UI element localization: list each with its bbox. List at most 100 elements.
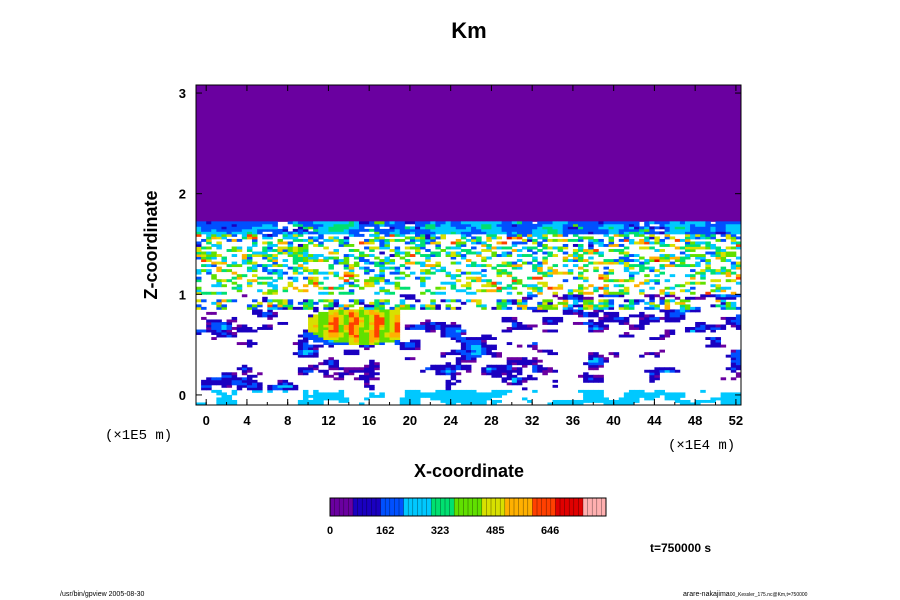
field-cell [262, 226, 268, 230]
field-cell [649, 296, 655, 300]
field-cell [552, 264, 559, 268]
field-cell [537, 364, 543, 368]
field-cell [409, 342, 416, 346]
field-cell [292, 266, 299, 270]
field-cell [297, 266, 304, 270]
field-cell [246, 329, 253, 333]
field-cell [343, 309, 350, 313]
field-cell [598, 294, 604, 298]
field-cell [725, 274, 732, 278]
field-cell [399, 294, 406, 298]
field-cell [588, 306, 594, 310]
field-cell [282, 299, 289, 303]
field-cell [267, 228, 273, 232]
field-cell [450, 276, 457, 280]
field-cell [720, 306, 727, 310]
field-cell [455, 279, 462, 283]
field-cell [547, 271, 553, 275]
field-cell [302, 402, 309, 405]
field-cell [201, 329, 207, 333]
field-cell [415, 392, 421, 396]
field-cell [471, 339, 477, 343]
field-cell [705, 291, 711, 295]
field-cell [308, 321, 314, 325]
field-cell [282, 231, 289, 235]
field-cell [455, 357, 462, 361]
field-cell [608, 231, 615, 235]
field-cell [384, 334, 390, 338]
field-cell [690, 269, 696, 273]
field-cell [684, 399, 691, 403]
field-cell [542, 304, 548, 308]
field-cell [695, 231, 701, 235]
field-cell [527, 228, 533, 232]
field-cell [481, 223, 487, 227]
field-cell [338, 261, 345, 265]
field-cell [598, 241, 604, 245]
field-cell [287, 241, 294, 245]
field-cell [659, 392, 665, 396]
field-cell [323, 334, 329, 338]
field-cell [302, 367, 309, 371]
field-cell [369, 284, 375, 288]
colorbar-segment [343, 498, 349, 516]
field-cell [409, 261, 416, 265]
field-cell [578, 299, 584, 303]
field-cell [527, 238, 533, 242]
field-cell [532, 276, 538, 280]
field-cell [618, 228, 625, 232]
field-cell [730, 354, 737, 358]
field-cell [318, 339, 324, 343]
field-cell [246, 221, 253, 225]
field-cell [583, 276, 589, 280]
field-cell [241, 259, 248, 263]
field-cell [313, 281, 319, 285]
field-cell [440, 324, 446, 328]
field-cell [302, 347, 309, 351]
field-cell [313, 344, 319, 348]
colorbar-tick-label: 323 [431, 525, 449, 537]
field-cell [231, 223, 238, 227]
field-cell [460, 349, 467, 353]
field-cell [369, 228, 375, 232]
field-cell [252, 279, 258, 283]
field-cell [415, 402, 421, 405]
field-cell [715, 289, 722, 293]
colorbar-segment [348, 498, 354, 516]
field-cell [231, 372, 238, 376]
field-cell [669, 316, 676, 320]
field-cell [369, 281, 375, 285]
field-cell [353, 352, 360, 356]
colorbar-segment [422, 498, 427, 516]
field-cell [720, 269, 727, 273]
field-cell [598, 243, 604, 247]
field-cell [725, 397, 732, 401]
field-cell [364, 397, 370, 401]
field-cell [450, 274, 457, 278]
field-cell [369, 369, 375, 373]
field-cell [277, 228, 283, 232]
field-cell [246, 279, 253, 283]
field-cell [404, 259, 411, 263]
field-cell [684, 254, 691, 257]
field-cell [206, 246, 212, 250]
field-cell [664, 304, 671, 308]
field-cell [649, 299, 655, 303]
field-cell [639, 392, 645, 396]
field-cell [374, 377, 380, 381]
field-cell [267, 243, 273, 247]
field-cell [308, 329, 314, 333]
field-cell [501, 241, 508, 245]
field-cell [644, 352, 650, 356]
field-cell [735, 399, 741, 403]
field-cell [226, 327, 233, 330]
field-cell [409, 389, 416, 393]
colorbar-segment [412, 498, 418, 516]
field-cell [389, 233, 396, 237]
field-cell [664, 259, 671, 263]
field-cell [465, 369, 472, 373]
field-cell [267, 269, 273, 273]
field-cell [328, 359, 334, 363]
field-cell [465, 399, 472, 403]
field-cell [455, 221, 462, 225]
